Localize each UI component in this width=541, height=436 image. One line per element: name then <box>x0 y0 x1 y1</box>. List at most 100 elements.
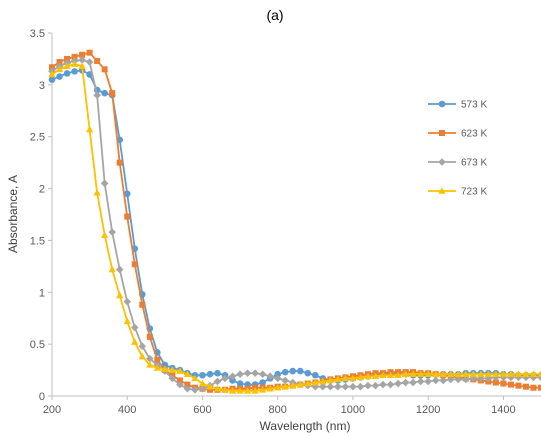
data-point <box>394 371 402 379</box>
data-point <box>538 384 541 391</box>
data-point <box>198 384 207 393</box>
x-tick-label: 600 <box>193 404 211 416</box>
y-tick-label: 2 <box>39 184 45 196</box>
data-point <box>409 370 417 378</box>
data-point <box>228 372 237 381</box>
data-point <box>469 370 477 378</box>
data-point <box>146 354 154 363</box>
data-point <box>371 381 380 390</box>
data-point <box>507 381 514 388</box>
data-point <box>213 377 222 386</box>
data-point <box>191 374 199 382</box>
data-point <box>274 383 282 391</box>
y-tick-label: 0.5 <box>30 339 45 351</box>
data-point <box>349 382 357 391</box>
y-tick-label: 3 <box>39 80 45 92</box>
legend-swatch-marker <box>438 158 446 166</box>
data-point <box>334 375 342 383</box>
data-point <box>101 66 108 73</box>
data-point <box>311 378 319 386</box>
data-point <box>123 190 131 198</box>
data-point <box>123 297 132 306</box>
data-point <box>386 371 395 379</box>
data-point <box>183 370 192 378</box>
x-tick-label: 800 <box>269 404 287 416</box>
data-point <box>86 49 93 56</box>
data-point <box>281 376 290 385</box>
data-point <box>228 387 237 394</box>
data-point <box>131 261 138 268</box>
data-point <box>371 372 380 380</box>
data-point <box>101 89 108 97</box>
data-point <box>71 53 78 60</box>
data-point <box>492 379 499 386</box>
data-point <box>379 371 387 379</box>
y-axis-title: Absorbance, A <box>6 175 20 253</box>
data-point <box>70 60 79 67</box>
data-point <box>108 265 116 273</box>
data-point <box>154 356 161 363</box>
data-point <box>78 62 86 69</box>
data-point <box>251 387 259 394</box>
data-point <box>319 382 327 391</box>
data-point <box>341 374 349 382</box>
data-point <box>514 370 523 378</box>
data-point <box>364 381 372 390</box>
data-point <box>183 384 192 393</box>
plot-area: 0 0.5 1 1.5 2 2.5 3 3.5 200 400 600 800 1000 1200 1400 <box>30 28 541 416</box>
data-point <box>79 51 86 58</box>
data-point <box>56 73 63 80</box>
data-point <box>48 70 56 78</box>
data-point <box>446 375 455 384</box>
data-point <box>48 76 56 83</box>
data-point <box>461 375 470 384</box>
legend-entry: 573 K <box>428 100 487 111</box>
data-point <box>341 382 350 391</box>
x-tick-label: 1000 <box>341 404 365 416</box>
data-point <box>281 382 289 390</box>
data-point <box>409 378 417 387</box>
data-point <box>168 374 177 383</box>
data-point <box>439 376 447 385</box>
y-tick-label: 3.5 <box>30 28 45 40</box>
data-point <box>312 371 319 379</box>
data-point <box>206 386 213 393</box>
data-point <box>146 333 153 340</box>
legend-label: 723 K <box>461 187 487 198</box>
data-point <box>431 376 440 385</box>
data-point <box>522 383 529 390</box>
data-point <box>115 265 124 274</box>
data-point <box>522 370 530 378</box>
data-point <box>116 159 123 166</box>
legend-swatch-marker <box>439 130 445 136</box>
data-point <box>221 374 229 383</box>
data-point <box>492 370 500 378</box>
data-point <box>206 370 214 378</box>
data-point <box>101 231 109 239</box>
data-point <box>499 370 507 378</box>
data-point <box>424 370 432 378</box>
data-point <box>109 90 116 97</box>
legend-entry: 723 K <box>428 187 487 198</box>
data-point <box>334 382 342 391</box>
y-tick-label: 1 <box>39 287 45 299</box>
data-point <box>386 380 395 389</box>
data-point <box>424 377 432 386</box>
data-point <box>146 361 154 368</box>
legend-label: 623 K <box>461 129 487 140</box>
data-point <box>364 372 372 380</box>
data-point <box>94 58 101 65</box>
data-point <box>56 59 63 66</box>
data-point <box>454 370 462 378</box>
data-point <box>432 370 440 378</box>
legend: 573 K 623 K 673 K 723 K <box>428 100 487 198</box>
data-point <box>356 373 365 381</box>
data-point <box>477 370 485 378</box>
x-axis-title: Wavelength (nm) <box>260 419 351 433</box>
data-point <box>55 65 64 73</box>
x-tick-label: 1400 <box>491 404 515 416</box>
data-point <box>296 367 304 375</box>
data-point <box>500 380 507 387</box>
data-point <box>221 385 229 393</box>
